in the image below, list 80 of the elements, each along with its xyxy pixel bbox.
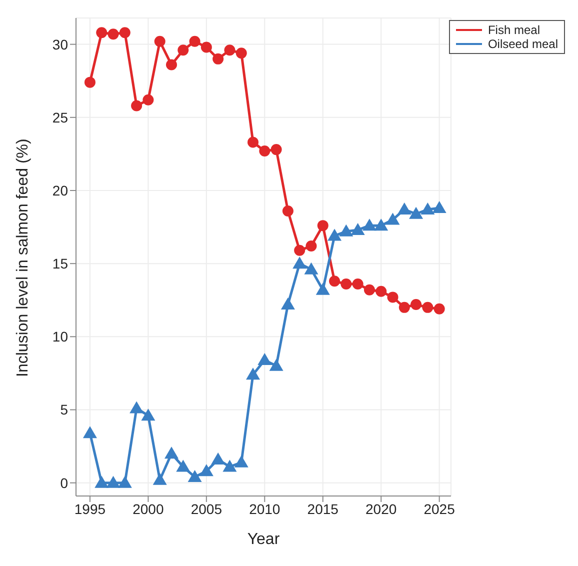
point bbox=[350, 222, 365, 235]
y-tick-label: 30 bbox=[52, 36, 68, 52]
point bbox=[154, 36, 166, 47]
point bbox=[420, 202, 435, 214]
point bbox=[131, 100, 142, 112]
point bbox=[409, 206, 424, 219]
point bbox=[152, 472, 167, 485]
point bbox=[84, 76, 96, 88]
y-tick-label: 15 bbox=[52, 256, 68, 272]
point bbox=[317, 220, 328, 232]
point bbox=[199, 464, 214, 476]
point bbox=[386, 212, 400, 225]
point bbox=[96, 27, 108, 38]
point bbox=[410, 299, 422, 310]
point bbox=[328, 228, 342, 241]
x-tick-label: 2000 bbox=[132, 500, 164, 517]
x-tick-label: 1995 bbox=[74, 500, 106, 517]
point bbox=[106, 476, 120, 488]
y-tick-label: 0 bbox=[60, 474, 68, 491]
legend-label: Fish meal bbox=[488, 23, 540, 37]
x-tick-label: 2010 bbox=[249, 500, 280, 517]
point bbox=[212, 53, 224, 64]
x-axis-title: Year bbox=[247, 531, 280, 548]
point bbox=[316, 282, 330, 295]
point bbox=[119, 27, 130, 38]
point bbox=[82, 426, 97, 438]
point bbox=[340, 278, 352, 290]
point bbox=[94, 476, 109, 488]
point bbox=[188, 470, 202, 482]
point bbox=[259, 146, 270, 157]
x-tick-label: 2005 bbox=[190, 500, 222, 517]
legend-label: Oilseed meal bbox=[488, 37, 558, 51]
x-tick-label: 2025 bbox=[424, 500, 456, 517]
point bbox=[270, 144, 282, 156]
point bbox=[130, 401, 144, 414]
point bbox=[178, 44, 189, 56]
point bbox=[258, 353, 272, 366]
point bbox=[176, 460, 190, 472]
point bbox=[422, 302, 434, 313]
point bbox=[142, 94, 154, 106]
point bbox=[108, 28, 119, 40]
point bbox=[292, 256, 307, 269]
y-axis-title: Inclusion level in salmon feed (%) bbox=[14, 138, 32, 377]
point bbox=[246, 368, 260, 380]
point bbox=[164, 446, 178, 459]
point bbox=[248, 136, 259, 148]
point bbox=[200, 42, 212, 53]
point bbox=[362, 218, 376, 231]
point bbox=[141, 408, 156, 421]
point bbox=[294, 244, 306, 256]
point bbox=[398, 302, 410, 313]
point bbox=[432, 201, 446, 214]
point bbox=[118, 476, 132, 488]
point bbox=[364, 284, 375, 296]
point bbox=[352, 278, 364, 290]
point bbox=[189, 36, 200, 47]
point bbox=[329, 276, 340, 287]
point bbox=[280, 298, 295, 310]
point bbox=[224, 44, 236, 56]
point bbox=[304, 262, 318, 274]
point bbox=[374, 218, 388, 231]
point bbox=[234, 455, 248, 468]
x-tick-label: 2015 bbox=[307, 500, 339, 517]
point bbox=[306, 240, 317, 252]
point bbox=[166, 59, 177, 70]
point bbox=[397, 202, 412, 214]
point bbox=[434, 303, 445, 314]
point bbox=[282, 205, 294, 216]
y-tick-label: 10 bbox=[52, 328, 68, 345]
y-tick-label: 25 bbox=[52, 109, 68, 126]
point bbox=[269, 358, 284, 371]
point bbox=[211, 452, 226, 464]
y-tick-label: 5 bbox=[60, 402, 68, 418]
point bbox=[387, 292, 398, 303]
point bbox=[339, 224, 354, 236]
x-tick-label: 2020 bbox=[366, 500, 397, 517]
point bbox=[222, 460, 237, 472]
point bbox=[236, 48, 247, 59]
point bbox=[376, 286, 387, 297]
y-tick-label: 20 bbox=[52, 182, 68, 198]
